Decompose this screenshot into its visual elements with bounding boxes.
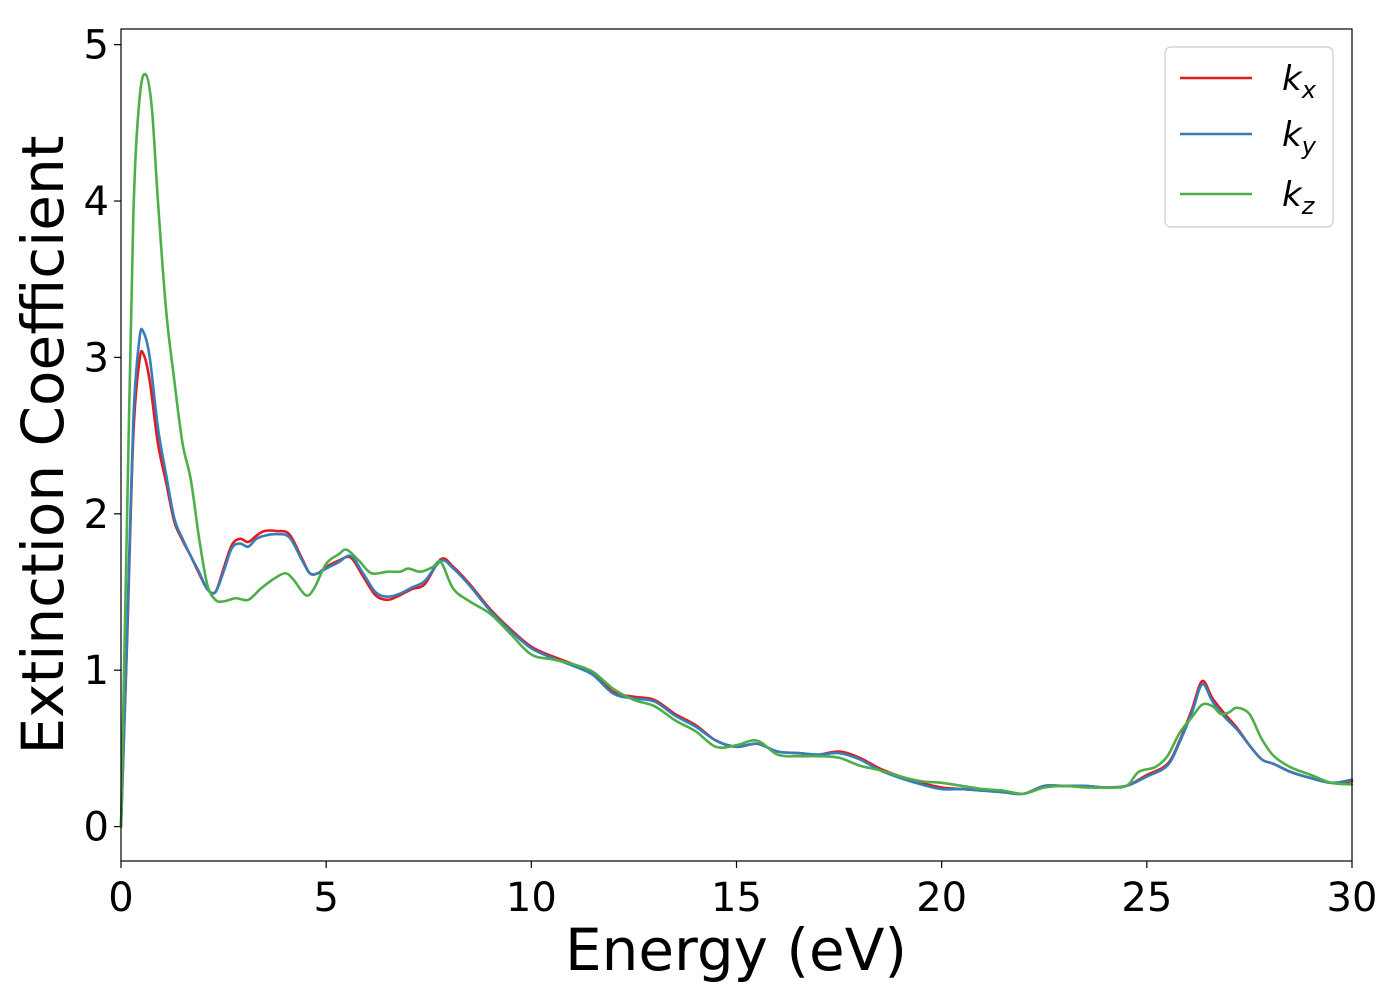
legend-label-ky: ky: [1282, 115, 1317, 160]
x-axis-label: Energy (eV): [565, 916, 907, 984]
legend-label-kz: kz: [1282, 175, 1316, 220]
legend-label-subscript: z: [1301, 192, 1316, 220]
y-tick-label: 4: [84, 179, 109, 225]
plot-frame: [120, 28, 1353, 862]
y-tick-label: 2: [84, 492, 109, 538]
x-tick-label: 20: [916, 875, 967, 921]
x-tick-label: 5: [313, 875, 338, 921]
y-axis-label: Extinction Coefficient: [9, 136, 77, 755]
legend-label-subscript: y: [1301, 132, 1317, 160]
y-tick-label: 1: [84, 648, 109, 694]
legend-label-base: k: [1282, 175, 1303, 215]
x-axis-ticks: 0 5 10 15 20 25 30: [108, 861, 1377, 921]
legend-box: [1164, 46, 1334, 228]
legend-label-base: k: [1282, 59, 1303, 99]
x-tick-label: 10: [506, 875, 557, 921]
legend-label-kx: kx: [1282, 59, 1317, 104]
y-tick-label: 0: [84, 805, 109, 851]
legend-label-base: k: [1282, 115, 1303, 155]
series-layer: [119, 72, 1354, 828]
x-tick-label: 15: [711, 875, 762, 921]
x-tick-label: 30: [1327, 875, 1378, 921]
x-tick-label: 0: [108, 875, 133, 921]
x-tick-label: 25: [1121, 875, 1172, 921]
y-tick-label: 3: [84, 335, 109, 381]
y-tick-label: 5: [84, 23, 109, 69]
legend-label-subscript: x: [1301, 76, 1317, 104]
series-line-ky: [119, 327, 1354, 828]
series-line-kz: [119, 72, 1354, 828]
y-axis-ticks: 0 1 2 3 4 5: [84, 23, 121, 851]
